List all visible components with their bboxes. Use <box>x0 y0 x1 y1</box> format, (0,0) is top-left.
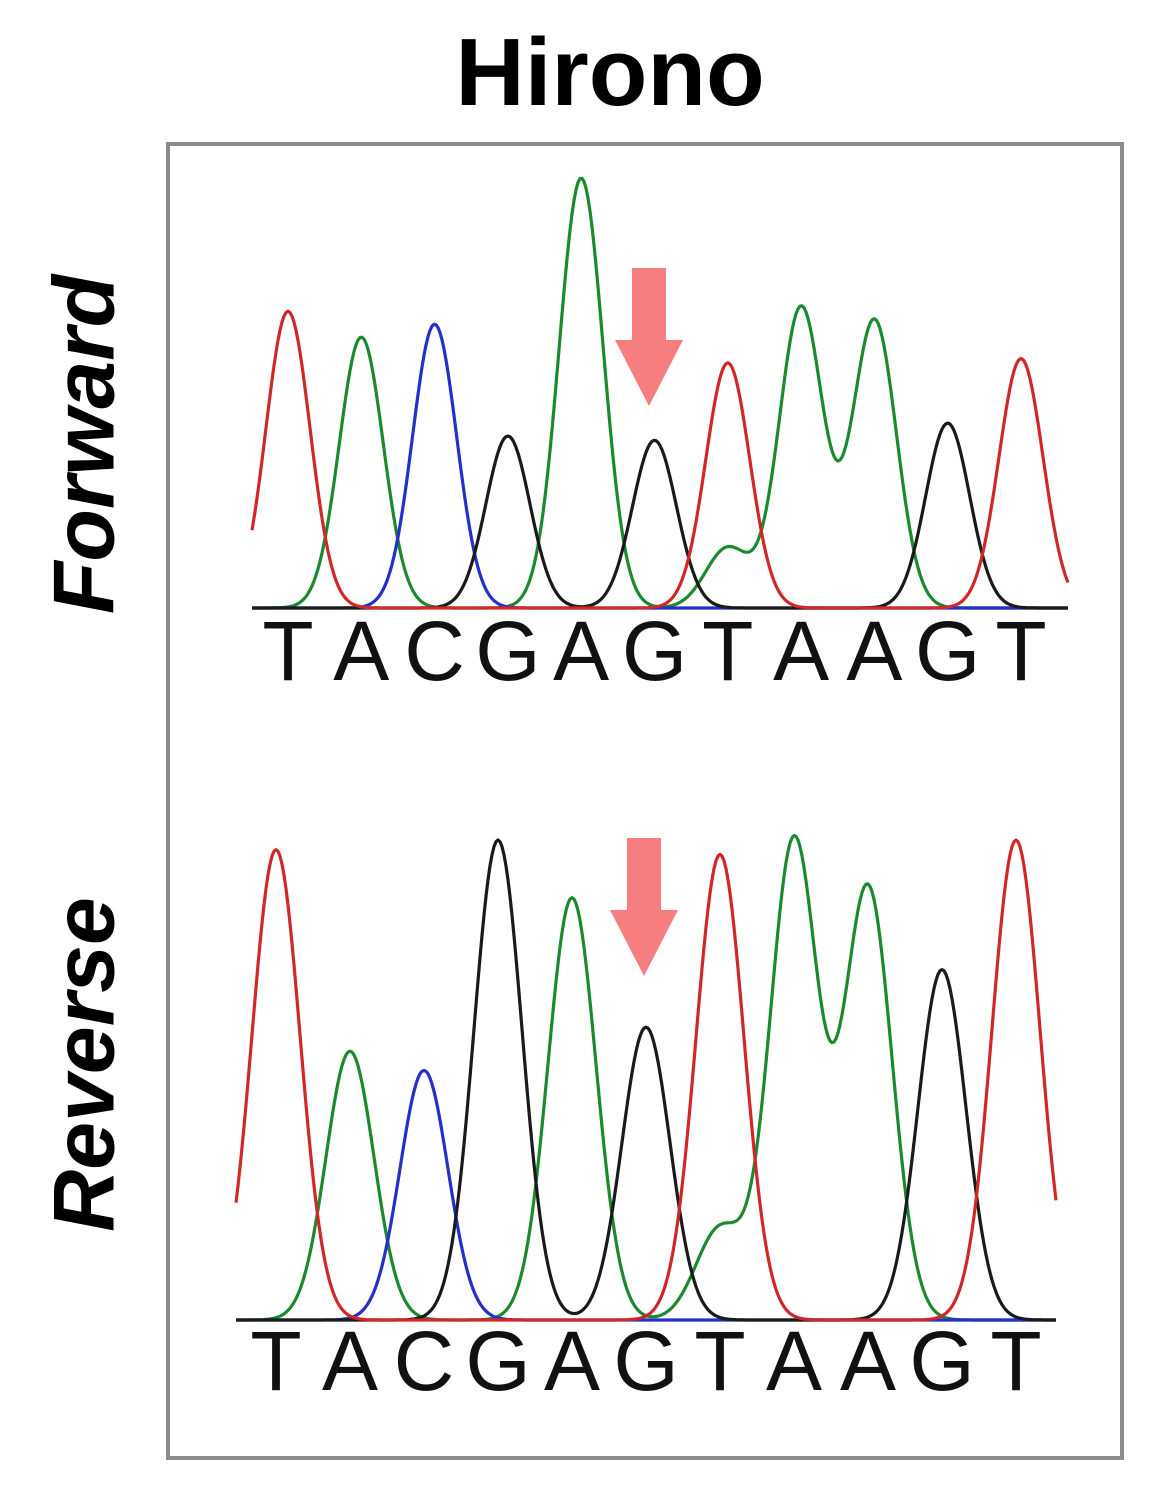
figure-title: Hirono <box>455 19 765 126</box>
forward-base-label: A <box>773 604 829 698</box>
reverse-trace-T <box>234 838 1058 1322</box>
forward-base-label: A <box>846 604 902 698</box>
forward-base-label: G <box>475 604 540 698</box>
reverse-base-label: A <box>766 1314 822 1408</box>
forward-trace-A <box>252 176 1068 610</box>
forward-trace-G <box>252 421 1068 610</box>
reverse-base-label: G <box>465 1314 530 1408</box>
reverse-base-label: A <box>544 1314 600 1408</box>
forward-base-label: G <box>622 604 687 698</box>
reverse-base-label: G <box>909 1314 974 1408</box>
reverse-base-label: C <box>394 1314 455 1408</box>
forward-base-label: C <box>404 604 465 698</box>
reverse-trace-C <box>236 1068 1056 1322</box>
reverse-base-label: T <box>694 1314 745 1408</box>
reverse-base-label: T <box>250 1314 301 1408</box>
reverse-base-label: T <box>990 1314 1041 1408</box>
reverse-base-label: G <box>613 1314 678 1408</box>
chromatogram-frame <box>166 142 1124 1460</box>
forward-base-label: A <box>333 604 389 698</box>
forward-base-label: T <box>262 604 313 698</box>
forward-base-label: T <box>702 604 753 698</box>
forward-mutation-arrow <box>615 268 683 406</box>
forward-base-label: G <box>915 604 980 698</box>
reverse-base-label: A <box>840 1314 896 1408</box>
forward-base-label: A <box>553 604 609 698</box>
forward-base-label: T <box>995 604 1046 698</box>
forward-trace-T <box>250 309 1070 610</box>
reverse-base-label: A <box>322 1314 378 1408</box>
reverse-mutation-arrow <box>610 838 678 976</box>
